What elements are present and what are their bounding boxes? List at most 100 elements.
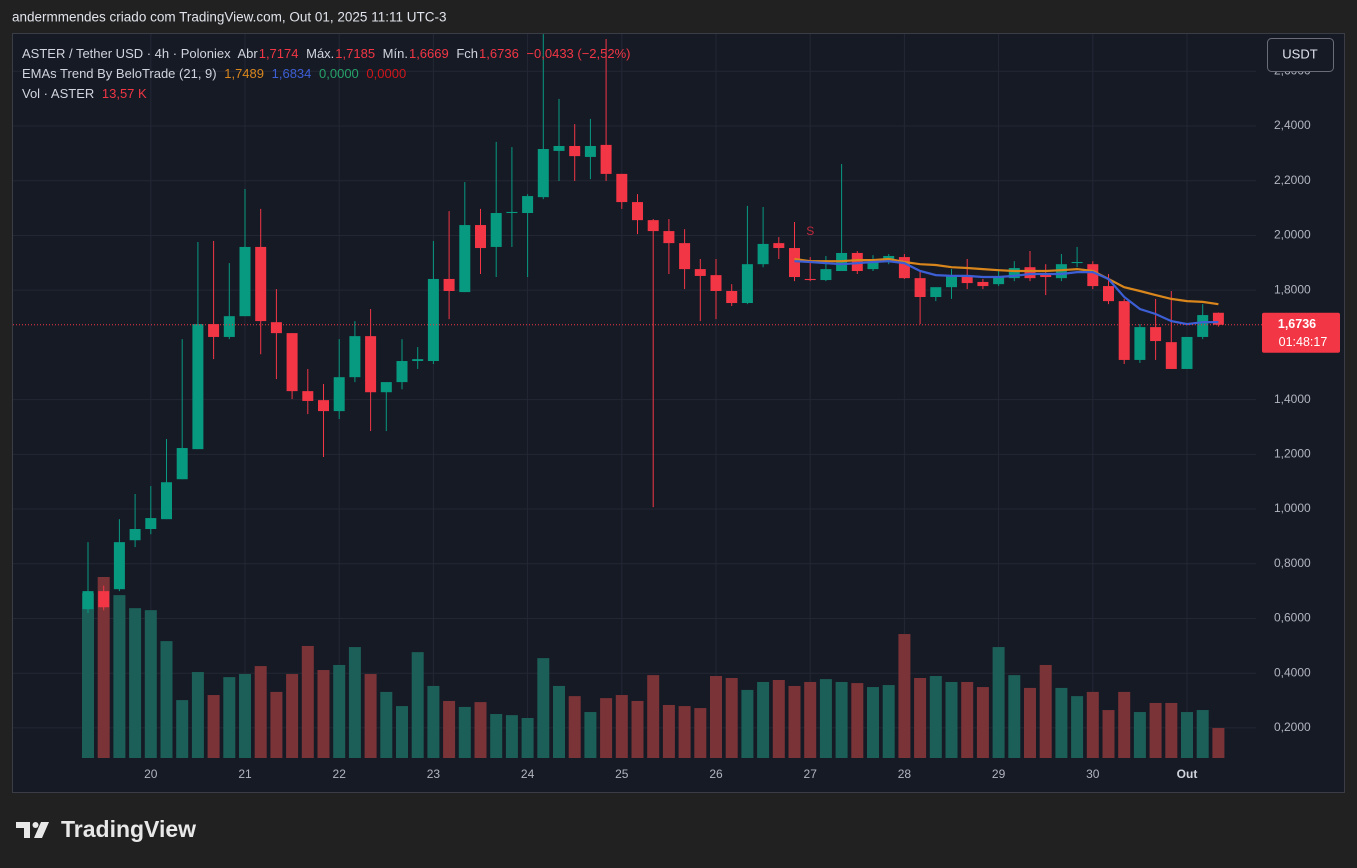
logo-mark	[34, 822, 49, 838]
currency-button[interactable]	[1267, 38, 1334, 72]
brand-name: TradingView	[61, 816, 196, 842]
candle-body	[1181, 336, 1193, 369]
candle-body	[663, 231, 675, 244]
candle-body	[459, 225, 471, 293]
volume-bar	[427, 685, 440, 758]
volume-bar	[741, 689, 754, 758]
volume-bar	[694, 708, 707, 758]
volume-bar	[223, 677, 236, 758]
candle-body	[145, 518, 157, 530]
volume-bar	[160, 641, 173, 758]
candle-body	[553, 145, 565, 151]
volume-bar	[678, 706, 691, 758]
candle-body	[365, 336, 377, 393]
y-tick-label: 1,2000	[1274, 446, 1311, 460]
volume-bar	[411, 652, 424, 758]
volume-bar	[788, 685, 801, 758]
candle-body	[82, 591, 94, 610]
volume-bar	[97, 577, 110, 758]
last-price-label: 1,6736	[1278, 317, 1316, 331]
candle-body	[741, 264, 753, 304]
volume-bar	[1055, 687, 1068, 758]
legend: ASTER / Tether USD · 4h · Poloniex Abr1,…	[22, 44, 635, 104]
volume-bar	[804, 681, 817, 758]
x-tick-label: 29	[992, 767, 1006, 781]
volume-bar	[600, 698, 613, 758]
candle-body	[584, 145, 596, 157]
volume-bar	[615, 695, 628, 758]
symbol-title: ASTER / Tether USD · 4h · Poloniex	[22, 46, 231, 61]
volume-bar	[631, 700, 644, 758]
candle-body	[113, 542, 125, 590]
volume-bar	[772, 679, 785, 758]
y-tick-label: 0,4000	[1274, 665, 1311, 679]
candle-body	[349, 336, 361, 378]
candle-body	[789, 248, 800, 278]
ohlc-key: Máx.	[306, 46, 335, 61]
candle-body	[1008, 268, 1020, 279]
volume-bar	[176, 700, 189, 758]
candle-body	[255, 246, 267, 322]
indicator-name: EMAs Trend By BeloTrade (21, 9)	[22, 66, 217, 81]
volume-bar	[458, 706, 471, 758]
y-tick-label: 0,8000	[1274, 556, 1311, 570]
volume-bar	[1071, 696, 1084, 758]
volume-bar	[1039, 664, 1052, 758]
volume-bar	[1212, 728, 1225, 758]
candle-body	[302, 391, 314, 401]
volume-bar	[82, 593, 94, 758]
indicator-value: 0,0000	[319, 66, 359, 81]
volume-bar	[474, 702, 487, 758]
x-tick-label: 24	[521, 767, 535, 781]
currency-label[interactable]: USDT	[1282, 46, 1317, 61]
overlay-controls: USDT	[1267, 38, 1334, 72]
candle-body	[569, 145, 581, 157]
volume-bar	[819, 679, 832, 758]
header-text: andermmendes criado com TradingView.com,…	[12, 10, 446, 25]
last-price-box	[1262, 312, 1340, 353]
volume-bar	[867, 687, 879, 758]
volume-bar	[914, 677, 927, 758]
ohlc-value: 1,6669	[408, 46, 449, 61]
x-tick-label: Out	[1177, 767, 1198, 781]
candle-body	[1040, 274, 1052, 278]
candle-body	[820, 269, 832, 281]
volume-bar	[333, 664, 346, 758]
candle-body	[537, 149, 549, 198]
candle-body	[192, 324, 204, 450]
volume-bar	[945, 681, 958, 758]
candle-body	[851, 252, 863, 272]
volume-bar	[1133, 712, 1146, 758]
candle-body	[475, 225, 486, 249]
candle-body	[679, 243, 691, 270]
volume-bar	[144, 610, 157, 758]
volume-bar	[1024, 687, 1036, 758]
y-tick-label: 0,2000	[1274, 720, 1311, 734]
y-tick-label: 0,6000	[1274, 611, 1311, 625]
candle-body	[1165, 342, 1177, 369]
candle-body	[1197, 315, 1209, 337]
candle-body	[694, 269, 706, 276]
candle-body	[616, 173, 628, 203]
volume-bar	[254, 666, 267, 758]
x-tick-label: 27	[804, 767, 818, 781]
logo-mark	[16, 822, 30, 838]
volume-bar	[505, 715, 518, 758]
candle-body	[161, 482, 172, 520]
candle-body	[757, 243, 769, 265]
volume-bar	[757, 681, 770, 758]
candle-body	[600, 144, 612, 174]
volume-value: 13,57 K	[101, 86, 147, 101]
volume-bar	[286, 674, 299, 758]
candle-body	[804, 278, 816, 281]
x-tick-label: 25	[615, 767, 629, 781]
candle-body	[522, 196, 534, 214]
candle-body	[506, 211, 518, 214]
candle-body	[632, 202, 643, 221]
candle-body	[914, 278, 926, 298]
volume-bar	[239, 674, 251, 758]
ema-line	[794, 257, 1219, 306]
volume-bar	[191, 672, 204, 758]
